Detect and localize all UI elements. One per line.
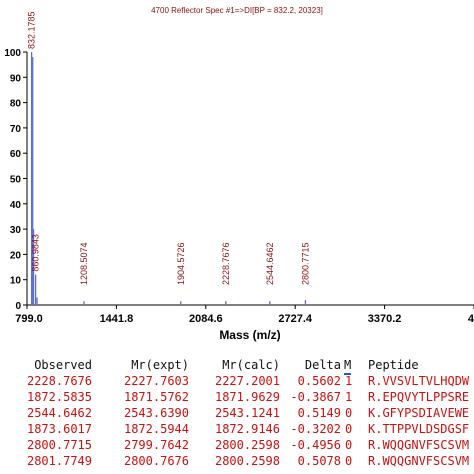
cell-peptide: R.WQQGNVFSCSVM bbox=[368, 438, 470, 452]
y-tick-label: 90 bbox=[10, 73, 22, 84]
cell-delta: -0.3867 bbox=[290, 390, 341, 404]
y-tick-label: 80 bbox=[10, 99, 22, 110]
cell-mr-calc: 2800.2598 bbox=[214, 438, 280, 452]
cell-mr-expt: 2543.6390 bbox=[123, 406, 189, 420]
cell-observed: 2544.6462 bbox=[26, 406, 92, 420]
peak-mz-label: 2544.6462 bbox=[265, 242, 275, 285]
cell-peptide: R.WQQGNVFSCSVM bbox=[368, 454, 470, 468]
cell-missed-cleavages: 1 bbox=[345, 374, 353, 388]
header-mr-expt: Mr(expt) bbox=[131, 358, 189, 372]
y-tick-label: 100 bbox=[4, 48, 21, 59]
cell-observed: 2800.7715 bbox=[26, 438, 92, 452]
peak-mz-label: 1208.5074 bbox=[79, 242, 89, 285]
peak-mz-label: 860.9843 bbox=[31, 234, 41, 272]
header-mr-calc: Mr(calc) bbox=[222, 358, 280, 372]
header-peptide: Peptide bbox=[368, 358, 419, 372]
table-row: 2228.7676 2227.7603 2227.2001 0.5602 1 R.VVSV… bbox=[0, 373, 474, 389]
header-m: M bbox=[344, 357, 352, 375]
cell-peptide: R.VVSVLTVLHQDW bbox=[368, 374, 470, 388]
mass-spectrum-chart: 4700 Reflector Spec #1=>DI[BP = 832.2, 2… bbox=[4, 6, 474, 342]
peptide-match-table: Observed Mr(expt) Mr(calc) Delta M Pepti… bbox=[0, 354, 474, 474]
cell-missed-cleavages: 0 bbox=[345, 454, 353, 468]
peak-mz-label: 832.1785 bbox=[27, 11, 37, 49]
x-tick-label: 2084.6 bbox=[189, 313, 223, 325]
header-observed: Observed bbox=[34, 358, 92, 372]
cell-peptide: K.TTPPVLDSDGSF bbox=[368, 422, 470, 436]
y-tick-label: 30 bbox=[10, 225, 22, 236]
table-row: 2544.6462 2543.6390 2543.1241 0.5149 0 K.GFYP… bbox=[0, 405, 474, 421]
header-delta: Delta bbox=[304, 358, 341, 372]
cell-mr-calc: 1871.9629 bbox=[214, 390, 280, 404]
table-row: 2801.7749 2800.7676 2800.2598 0.5078 0 R.WQQG… bbox=[0, 453, 474, 469]
cell-observed: 2228.7676 bbox=[26, 374, 92, 388]
x-axis-ticks: 799.0 1441.8 2084.6 2727.4 3370.2 40 bbox=[15, 305, 474, 325]
cell-mr-expt: 1871.5762 bbox=[123, 390, 189, 404]
cell-missed-cleavages: 0 bbox=[345, 438, 353, 452]
cell-mr-calc: 2543.1241 bbox=[214, 406, 280, 420]
cell-mr-expt: 2227.7603 bbox=[123, 374, 189, 388]
cell-observed: 1872.5835 bbox=[26, 390, 92, 404]
cell-mr-expt: 2799.7642 bbox=[123, 438, 189, 452]
table-row: 1872.5835 1871.5762 1871.9629 -0.3867 1 R.EPQ… bbox=[0, 389, 474, 405]
cell-mr-calc: 1872.9146 bbox=[214, 422, 280, 436]
table-row: 2800.7715 2799.7642 2800.2598 -0.4956 0 R.WQQ… bbox=[0, 437, 474, 453]
y-tick-label: 60 bbox=[10, 149, 22, 160]
peak-labels-group: 832.1785 860.9843 1208.5074 1904.5726 2228.7… bbox=[27, 11, 311, 285]
cell-mr-expt: 1872.5944 bbox=[123, 422, 189, 436]
y-tick-label: 70 bbox=[10, 124, 22, 135]
x-tick-label: 2727.4 bbox=[278, 313, 313, 325]
cell-peptide: R.EPQVYTLPPSRE bbox=[368, 390, 470, 404]
cell-mr-expt: 2800.7676 bbox=[123, 454, 189, 468]
x-tick-label: 40 bbox=[468, 313, 474, 325]
y-tick-label: 10 bbox=[10, 276, 22, 287]
y-axis-ticks: 0 10 20 30 40 50 60 70 80 90 100 bbox=[4, 48, 27, 312]
x-tick-label: 799.0 bbox=[15, 313, 43, 325]
y-tick-label: 50 bbox=[10, 175, 22, 186]
cell-observed: 1873.6017 bbox=[26, 422, 92, 436]
cell-missed-cleavages: 1 bbox=[345, 390, 353, 404]
cell-peptide: K.GFYPSDIAVEWE bbox=[368, 406, 470, 420]
peak-mz-label: 2228.7676 bbox=[221, 242, 231, 285]
cell-delta: 0.5602 bbox=[297, 374, 341, 388]
y-tick-label: 0 bbox=[15, 301, 21, 312]
cell-mr-calc: 2800.2598 bbox=[214, 454, 280, 468]
cell-observed: 2801.7749 bbox=[26, 454, 92, 468]
cell-delta: 0.5149 bbox=[297, 406, 341, 420]
chart-title: 4700 Reflector Spec #1=>DI[BP = 832.2, 2… bbox=[151, 6, 323, 15]
cell-missed-cleavages: 0 bbox=[345, 422, 353, 436]
x-tick-label: 3370.2 bbox=[368, 313, 402, 325]
cell-delta: 0.5078 bbox=[297, 454, 341, 468]
x-tick-label: 1441.8 bbox=[100, 313, 134, 325]
peak-mz-label: 1904.5726 bbox=[176, 242, 186, 285]
y-tick-label: 20 bbox=[10, 250, 22, 261]
cell-delta: -0.4956 bbox=[290, 438, 341, 452]
peaks-group bbox=[30, 52, 307, 305]
y-tick-label: 40 bbox=[10, 200, 22, 211]
cell-delta: -0.3202 bbox=[290, 422, 341, 436]
cell-missed-cleavages: 0 bbox=[345, 406, 353, 420]
x-axis-label: Mass (m/z) bbox=[219, 328, 280, 342]
table-header-row: Observed Mr(expt) Mr(calc) Delta M Pepti… bbox=[0, 357, 474, 375]
cell-mr-calc: 2227.2001 bbox=[214, 374, 280, 388]
table-row: 1873.6017 1872.5944 1872.9146 -0.3202 0 K.TTP… bbox=[0, 421, 474, 437]
peak-mz-label: 2800.7715 bbox=[300, 242, 310, 285]
